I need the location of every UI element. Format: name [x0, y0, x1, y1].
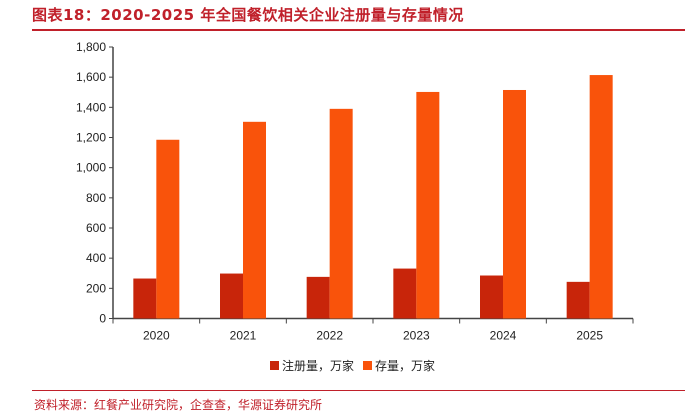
bar-registrations-2021: [220, 273, 243, 319]
x-tick-label: 2020: [143, 329, 170, 343]
x-tick-label: 2025: [576, 329, 603, 343]
y-tick-label: 1,200: [76, 131, 106, 145]
y-tick-label: 200: [86, 281, 106, 295]
bar-registrations-2022: [306, 276, 330, 319]
source-divider: [32, 390, 685, 391]
x-tick-label: 2024: [490, 329, 517, 343]
y-tick-label: 1,600: [76, 70, 106, 84]
x-tick-label: 2023: [403, 329, 430, 343]
bar-registrations-2025: [566, 281, 590, 319]
legend-label: 存量，万家: [375, 358, 435, 373]
bar-stock-2023: [416, 91, 440, 319]
y-tick-label: 800: [86, 191, 106, 205]
x-tick-label: 2022: [316, 329, 343, 343]
y-tick-label: 1,400: [76, 100, 106, 114]
bar-registrations-2023: [393, 268, 417, 319]
bar-stock-2021: [243, 121, 266, 319]
legend-label: 注册量，万家: [282, 358, 354, 373]
y-tick-label: 0: [99, 312, 106, 326]
bar-stock-2020: [156, 139, 180, 319]
legend-swatch: [270, 361, 279, 370]
x-tick-label: 2021: [230, 329, 257, 343]
bar-stock-2024: [503, 89, 526, 319]
y-tick-label: 600: [86, 221, 106, 235]
bar-registrations-2020: [133, 278, 157, 319]
source-note: 资料来源：红餐产业研究院，企查查，华源证券研究所: [34, 398, 323, 412]
y-tick-label: 1,000: [76, 161, 106, 175]
title-divider: [32, 29, 685, 31]
bar-stock-2022: [329, 108, 353, 319]
y-tick-label: 1,800: [76, 40, 106, 54]
y-tick-label: 400: [86, 251, 106, 265]
bar-registrations-2024: [480, 275, 503, 319]
bar-stock-2025: [589, 75, 613, 319]
legend-swatch: [363, 361, 372, 370]
chart-title: 图表18：2020-2025 年全国餐饮相关企业注册量与存量情况: [32, 6, 464, 24]
